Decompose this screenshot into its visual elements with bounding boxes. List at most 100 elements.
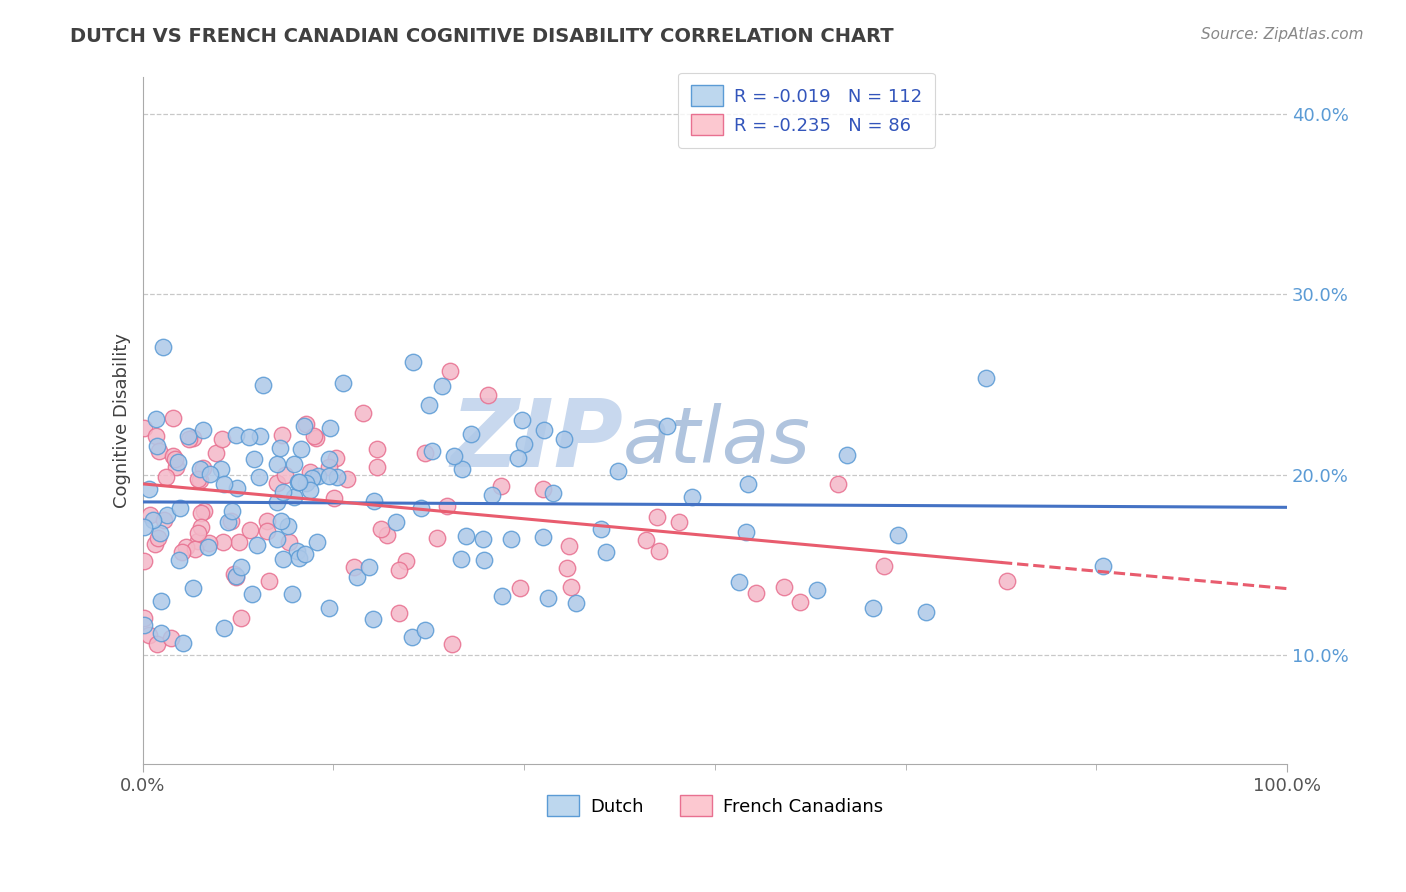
Point — [332, 376, 354, 390]
Point — [283, 490, 305, 504]
Point — [657, 419, 679, 434]
Point — [295, 476, 318, 491]
Point — [217, 515, 239, 529]
Point — [266, 476, 288, 491]
Point — [322, 491, 344, 505]
Point — [509, 581, 531, 595]
Point — [271, 485, 294, 500]
Point — [160, 631, 183, 645]
Point — [152, 340, 174, 354]
Point — [415, 446, 437, 460]
Point — [288, 475, 311, 489]
Point — [177, 432, 200, 446]
Point — [211, 432, 233, 446]
Point — [436, 500, 458, 514]
Point — [318, 459, 340, 474]
Point — [150, 594, 173, 608]
Point — [318, 601, 340, 615]
Point — [193, 504, 215, 518]
Point — [225, 570, 247, 584]
Point — [229, 610, 252, 624]
Point — [565, 596, 588, 610]
Point — [361, 611, 384, 625]
Point — [305, 431, 328, 445]
Point — [143, 536, 166, 550]
Point — [190, 519, 212, 533]
Point — [177, 429, 200, 443]
Point — [789, 595, 811, 609]
Point — [388, 563, 411, 577]
Point — [531, 530, 554, 544]
Point — [169, 501, 191, 516]
Point — [174, 541, 197, 555]
Point — [149, 626, 172, 640]
Point — [197, 540, 219, 554]
Point — [162, 449, 184, 463]
Point — [191, 460, 214, 475]
Point — [636, 533, 658, 548]
Point — [915, 606, 938, 620]
Point — [418, 398, 440, 412]
Point — [212, 535, 235, 549]
Y-axis label: Cognitive Disability: Cognitive Disability — [114, 333, 131, 508]
Point — [299, 465, 322, 479]
Point — [443, 449, 465, 463]
Point — [773, 580, 796, 594]
Point — [366, 442, 388, 457]
Legend: Dutch, French Canadians: Dutch, French Canadians — [540, 789, 890, 823]
Point — [506, 450, 529, 465]
Point — [167, 553, 190, 567]
Point — [541, 486, 564, 500]
Point — [472, 552, 495, 566]
Point — [336, 472, 359, 486]
Point — [305, 534, 328, 549]
Point — [228, 535, 250, 549]
Point — [167, 455, 190, 469]
Point — [134, 610, 156, 624]
Point — [288, 551, 311, 566]
Point — [281, 586, 304, 600]
Point — [156, 508, 179, 523]
Point — [277, 519, 299, 533]
Point — [491, 589, 513, 603]
Point — [146, 637, 169, 651]
Point — [363, 494, 385, 508]
Point — [165, 459, 187, 474]
Point — [681, 490, 703, 504]
Point — [138, 483, 160, 497]
Point — [837, 448, 859, 462]
Point — [395, 554, 418, 568]
Point — [537, 591, 560, 605]
Text: DUTCH VS FRENCH CANADIAN COGNITIVE DISABILITY CORRELATION CHART: DUTCH VS FRENCH CANADIAN COGNITIVE DISAB… — [70, 27, 894, 45]
Point — [481, 487, 503, 501]
Point — [402, 354, 425, 368]
Point — [735, 524, 758, 539]
Point — [226, 481, 249, 495]
Point — [501, 533, 523, 547]
Point — [385, 516, 408, 530]
Point — [441, 637, 464, 651]
Point — [560, 580, 582, 594]
Point — [477, 388, 499, 402]
Point — [239, 523, 262, 537]
Point — [995, 574, 1018, 588]
Point — [270, 428, 292, 442]
Point — [318, 469, 340, 483]
Point — [326, 470, 349, 484]
Point — [145, 428, 167, 442]
Point — [134, 520, 156, 534]
Point — [290, 442, 312, 456]
Point — [132, 554, 155, 568]
Point — [274, 468, 297, 483]
Point — [606, 465, 628, 479]
Point — [294, 547, 316, 561]
Point — [737, 477, 759, 491]
Point — [190, 506, 212, 520]
Point — [240, 587, 263, 601]
Point — [252, 377, 274, 392]
Point — [188, 461, 211, 475]
Point — [510, 413, 533, 427]
Point — [198, 536, 221, 550]
Point — [531, 482, 554, 496]
Point — [283, 457, 305, 471]
